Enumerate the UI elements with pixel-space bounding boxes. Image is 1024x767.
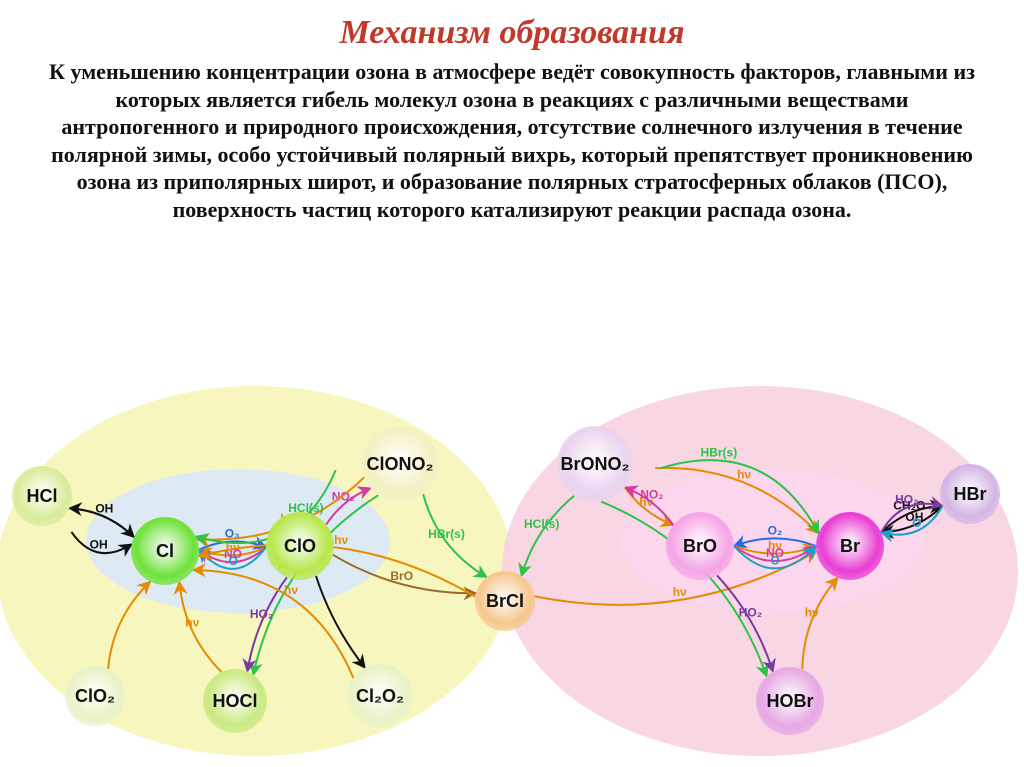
svg-text:O₂: O₂ — [768, 523, 783, 537]
svg-text:hν: hν — [737, 468, 751, 482]
svg-text:O: O — [229, 554, 238, 568]
reaction-diagram: OHO₃hνNOONO₂hνH₂O(s)HBr(s)OHHO₂hνhνBrOhν… — [0, 376, 1024, 766]
svg-text:HBr(s): HBr(s) — [701, 445, 738, 459]
svg-text:BrO: BrO — [683, 536, 717, 556]
svg-text:HOBr: HOBr — [766, 691, 813, 711]
svg-text:HO₂: HO₂ — [739, 605, 762, 619]
svg-text:HCl(s): HCl(s) — [524, 517, 559, 531]
svg-text:hν: hν — [185, 616, 199, 630]
slide-body: К уменьшению концентрации озона в атмосф… — [0, 52, 1024, 223]
svg-text:HBr(s): HBr(s) — [428, 527, 465, 541]
svg-text:ClONO₂: ClONO₂ — [367, 454, 434, 474]
svg-text:Cl₂O₂: Cl₂O₂ — [356, 686, 404, 706]
svg-text:O: O — [770, 553, 779, 567]
slide-title: Механизм образования — [0, 0, 1024, 52]
diagram-svg: OHO₃hνNOONO₂hνH₂O(s)HBr(s)OHHO₂hνhνBrOhν… — [0, 376, 1024, 766]
svg-text:Cl: Cl — [156, 541, 174, 561]
svg-text:BrO: BrO — [390, 569, 413, 583]
svg-text:HOCl: HOCl — [213, 691, 258, 711]
svg-text:Br: Br — [840, 536, 860, 556]
svg-text:HCl: HCl — [27, 486, 58, 506]
svg-text:BrCl: BrCl — [486, 591, 524, 611]
svg-text:ClO: ClO — [284, 536, 316, 556]
svg-text:hν: hν — [673, 585, 687, 599]
svg-text:hν: hν — [805, 605, 819, 619]
svg-text:BrONO₂: BrONO₂ — [560, 454, 629, 474]
svg-text:NO₂: NO₂ — [640, 488, 663, 502]
svg-text:ClO₂: ClO₂ — [75, 686, 115, 706]
svg-text:hν: hν — [334, 533, 348, 547]
slide: { "title": "Механизм образования", "titl… — [0, 0, 1024, 767]
svg-text:HO₂: HO₂ — [895, 492, 918, 506]
svg-text:hν: hν — [284, 583, 298, 597]
svg-text:HBr: HBr — [953, 484, 986, 504]
svg-text:HO₂: HO₂ — [250, 607, 273, 621]
svg-text:OH: OH — [90, 538, 108, 552]
svg-text:O: O — [912, 516, 921, 530]
